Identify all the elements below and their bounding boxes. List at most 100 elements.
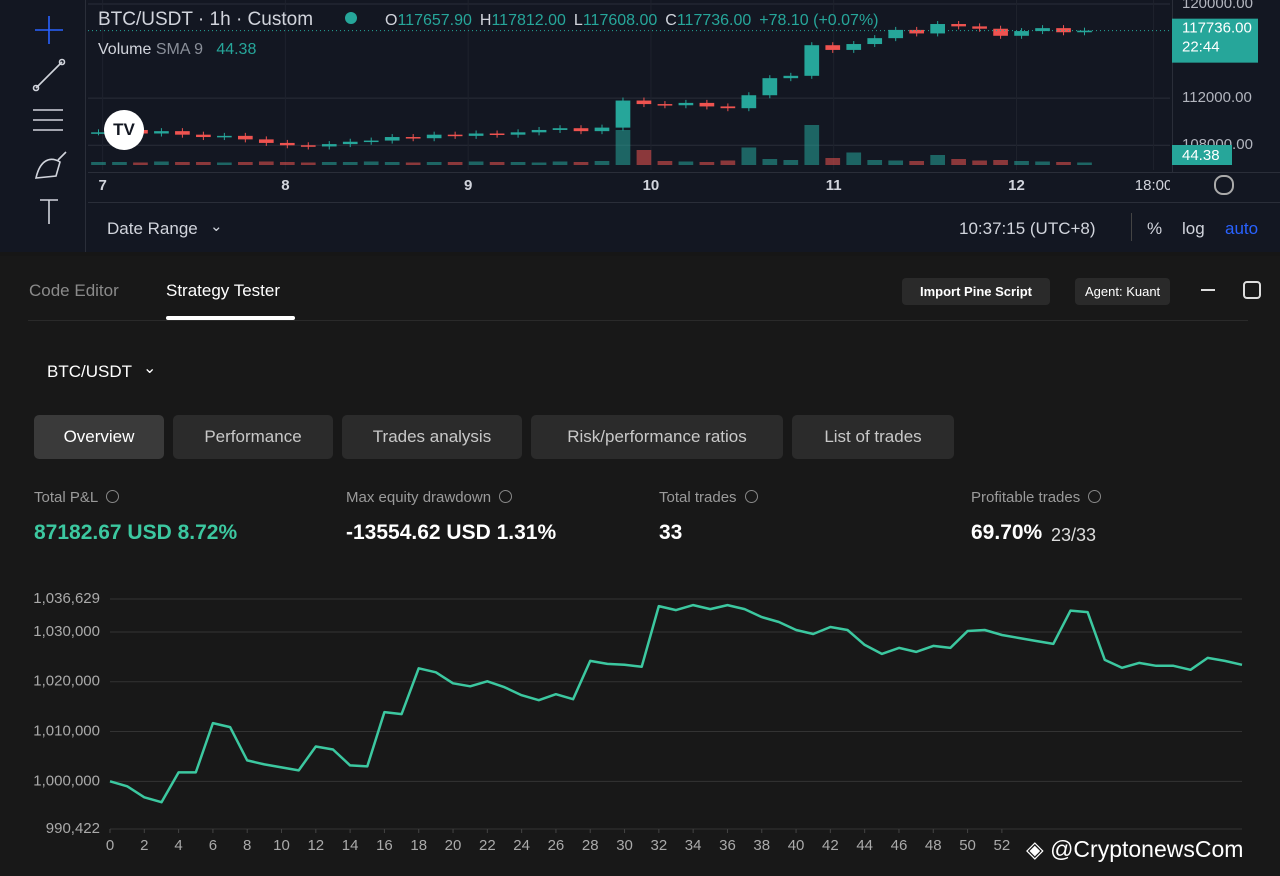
volume-bar [363, 161, 379, 165]
footer-bar: Date Range ⌄ 10:37:15 (UTC+8) % log auto [88, 202, 1280, 253]
x-tick-label: 32 [651, 837, 668, 854]
volume-bar [1035, 161, 1050, 165]
volume-bar [405, 162, 421, 165]
volume-bar [657, 161, 673, 165]
ohlc-label: O [385, 12, 398, 29]
x-tick-label: 36 [719, 837, 736, 854]
candle-body [573, 128, 589, 132]
candle-body [846, 44, 862, 50]
volume-bar [804, 125, 820, 165]
chevron: ⌄ [143, 360, 157, 377]
symbol-select[interactable]: BTC/USDT [47, 362, 132, 381]
date-range[interactable]: Date Range [107, 219, 198, 238]
brush-icon[interactable] [34, 151, 67, 179]
tab-active[interactable]: Strategy Tester [166, 281, 281, 300]
fib-icon[interactable] [33, 109, 63, 131]
trendline-icon[interactable] [35, 61, 63, 89]
candle-body [594, 127, 610, 132]
time-axis-labels: 7 8 9 10 11 12 18:00 [98, 177, 1170, 194]
candle-body [678, 102, 694, 106]
separator [28, 320, 1248, 321]
equity-chart: 990,422 1,000,000 1,010,000 1,020,000 1,030,… [33, 590, 1243, 854]
volume-bar [909, 161, 925, 165]
candle-body [1035, 28, 1050, 32]
x-tick-label: 42 [822, 837, 839, 854]
candle-body [888, 29, 904, 39]
ohlc-label: L [573, 12, 583, 29]
candle-body [426, 134, 442, 139]
volume-bar [867, 160, 883, 165]
volume-bar [531, 162, 547, 165]
x-tick-label: 18:00 [1135, 177, 1170, 194]
x-tick-label: 18 [410, 837, 427, 854]
watermark: ◈ @CryptonewsCom [1026, 836, 1244, 862]
x-tick-label: 8 [281, 177, 289, 194]
subtab[interactable]: Trades analysis [342, 415, 522, 459]
metric-value: 33 [659, 521, 683, 544]
x-tick-label: 7 [98, 177, 106, 194]
volume-bar [1056, 162, 1071, 165]
price-panel: 120000.00 112000.00 108000.00 117736.00 22:4… [0, 0, 1280, 252]
volume-bar [300, 162, 316, 165]
y-tick-label: 112000.00 [1182, 89, 1252, 106]
maximize[interactable] [1243, 281, 1261, 299]
volume-bar [384, 162, 400, 165]
candle-body [804, 45, 820, 76]
candle-body [175, 131, 190, 135]
subtab[interactable]: List of trades [792, 415, 954, 459]
volume-bar [930, 155, 945, 165]
subtab-active[interactable]: Overview [34, 415, 164, 459]
candle-body [615, 100, 631, 128]
tab[interactable]: Code Editor [29, 281, 119, 300]
candle-body [930, 24, 945, 34]
ohlc: O117657.90 H117812.00 L117608.00 C117736.00… [385, 12, 879, 30]
volume-bar [238, 162, 253, 165]
x-tick-label: 50 [959, 837, 976, 854]
candle-body [1077, 30, 1092, 33]
candle-body [196, 134, 211, 138]
metric-value: 69.70% [971, 521, 1043, 544]
countdown: 22:44 [1182, 39, 1220, 56]
volume-bar [972, 160, 987, 165]
x-tick-label: 8 [243, 837, 251, 854]
x-tick-label: 2 [140, 837, 148, 854]
candle-body [384, 137, 400, 141]
import-button[interactable]: Import Pine Script [902, 278, 1050, 305]
settings-icon[interactable] [1214, 175, 1234, 195]
watermark-text: @CryptonewsCom [1050, 836, 1244, 862]
log-toggle[interactable]: log [1182, 219, 1205, 238]
volume-bar [489, 162, 505, 165]
candle-body [321, 144, 337, 147]
x-tick-label: 34 [685, 837, 702, 854]
x-tick-label: 28 [582, 837, 599, 854]
candle-body [909, 29, 925, 34]
x-tick-label: 52 [994, 837, 1011, 854]
candle-body [217, 135, 232, 138]
candle-body [279, 142, 295, 146]
agent-button[interactable]: Agent: Kuant [1075, 278, 1171, 305]
candle-body [972, 26, 987, 29]
candle-body [489, 133, 505, 136]
x-tick-label: 9 [464, 177, 472, 194]
x-tick-label: 14 [342, 837, 359, 854]
subtab[interactable]: Risk/performance ratios [531, 415, 783, 459]
candle-body [552, 128, 568, 130]
candle-body [699, 102, 715, 107]
subtab[interactable]: Performance [173, 415, 333, 459]
x-tick-label: 16 [376, 837, 393, 854]
candle-body [405, 137, 421, 139]
crosshair-icon[interactable] [35, 16, 63, 44]
x-tick-label: 10 [643, 177, 660, 194]
ohlc-value: 117608.00 [582, 12, 658, 29]
x-tick-label: 12 [307, 837, 324, 854]
auto-toggle[interactable]: auto [1225, 219, 1259, 238]
text-icon[interactable] [40, 199, 58, 224]
y-tick-label: 1,000,000 [33, 772, 100, 789]
price-chart [88, 0, 1170, 170]
volume-bar [699, 162, 715, 165]
minimize[interactable] [1201, 289, 1215, 291]
metric-detail: 23/33 [1051, 525, 1097, 545]
percent-toggle[interactable]: % [1147, 219, 1163, 238]
volume-tag [1172, 145, 1232, 165]
volume-bar [1077, 162, 1092, 165]
